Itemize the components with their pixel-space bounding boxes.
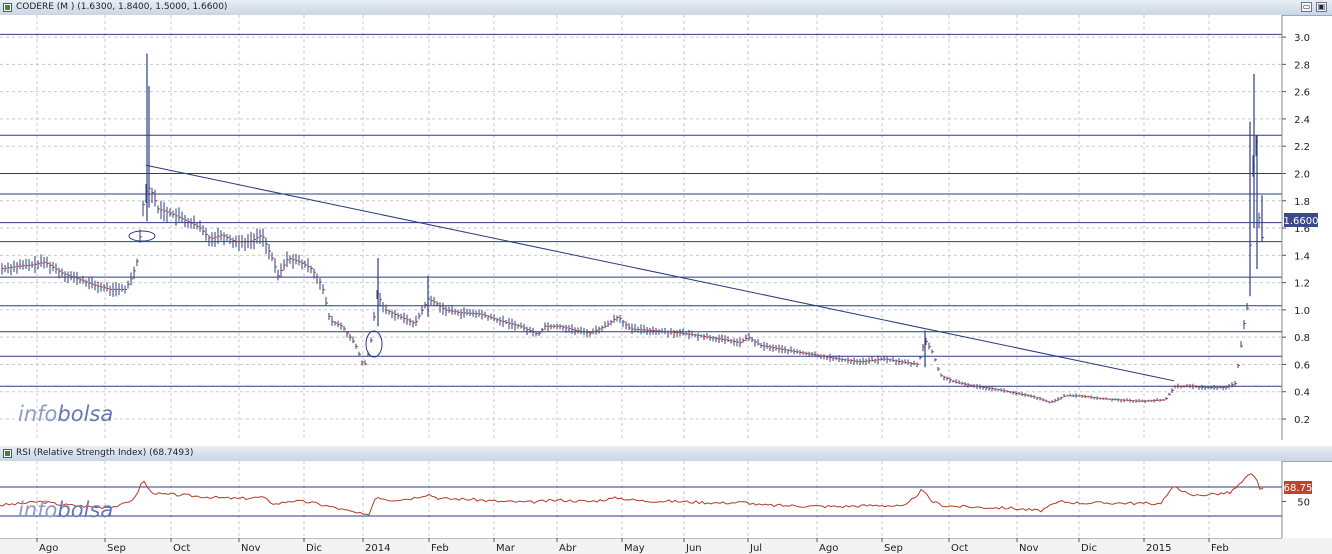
price-ytick-label: 0.4 <box>1294 388 1310 399</box>
x-tick-label: Ago <box>39 543 58 554</box>
price-ytick-label: 0.8 <box>1294 333 1310 344</box>
x-tick-label: Feb <box>1211 543 1229 554</box>
price-ytick-label: 3.0 <box>1294 33 1310 44</box>
x-tick-label: Ago <box>819 543 838 554</box>
price-ytick-label: 1.8 <box>1294 197 1310 208</box>
x-tick-label: Sep <box>107 543 126 554</box>
price-ytick-label: 2.0 <box>1294 169 1310 180</box>
x-tick-label: 2014 <box>365 543 390 554</box>
rsi-panel-title: RSI (Relative Strength Index) (68.7493) <box>16 448 194 458</box>
trend-line <box>145 164 1175 382</box>
restore-button[interactable]: ▭ <box>1301 2 1312 12</box>
x-tick-label: Mar <box>496 543 516 554</box>
watermark: infobolsa <box>18 402 113 426</box>
x-tick-label: Dic <box>306 543 322 554</box>
price-panel-header: CODERE (M ) (1.6300, 1.8400, 1.5000, 1.6… <box>0 0 1332 16</box>
rsi-series-line <box>0 473 1264 516</box>
x-tick-label: Sep <box>884 543 903 554</box>
price-ytick-label: 0.6 <box>1294 360 1310 371</box>
price-ytick-label: 0.2 <box>1294 415 1310 426</box>
price-ytick-label: 1.2 <box>1294 279 1310 290</box>
price-ytick-label: 2.6 <box>1294 88 1310 99</box>
x-tick-label: Jul <box>749 543 762 554</box>
x-tick-label: Feb <box>431 543 449 554</box>
rsi-chart[interactable]: 50 68.75 infobolsa <box>0 461 1332 538</box>
x-tick-label: Jun <box>685 543 702 554</box>
x-tick-label: Abr <box>559 543 577 554</box>
price-ytick-label: 2.8 <box>1294 60 1310 71</box>
last-price-label: 1.6600 <box>1284 216 1319 227</box>
rsi-plot-area <box>0 461 1282 538</box>
x-tick-label: Nov <box>1019 543 1039 554</box>
price-ytick-label: 1.4 <box>1294 251 1310 262</box>
rsi-panel-header: RSI (Relative Strength Index) (68.7493) <box>0 446 1332 462</box>
x-tick-label: Oct <box>173 543 190 554</box>
price-panel-title: CODERE (M ) (1.6300, 1.8400, 1.5000, 1.6… <box>16 2 228 12</box>
time-axis: Ago Sep Oct Nov Dic 2014 Feb Mar Abr May Jun Jul Ago… <box>0 538 1332 554</box>
x-tick-label: Dic <box>1081 543 1097 554</box>
annotation-ellipse <box>365 330 383 358</box>
x-tick-label: Nov <box>241 543 261 554</box>
panel-toggle-icon[interactable] <box>3 3 12 12</box>
chart-annotations <box>128 230 383 358</box>
price-chart[interactable]: 0.2 0.4 0.6 0.8 1.0 1.2 1.4 1.6 1.8 2.0 2.2 2.4 2.6 2… <box>0 15 1332 440</box>
panel-toggle-icon[interactable] <box>3 449 12 458</box>
maximize-button[interactable]: ▣ <box>1316 2 1327 12</box>
rsi-ytick-label: 50 <box>1297 498 1310 509</box>
price-ytick-label: 2.4 <box>1294 115 1310 126</box>
rsi-value-label: 68.75 <box>1284 483 1313 494</box>
price-ytick-label: 1.0 <box>1294 306 1310 317</box>
price-ytick-label: 2.2 <box>1294 142 1310 153</box>
annotation-ellipse <box>128 230 156 242</box>
watermark: infobolsa <box>18 498 113 522</box>
price-ytick-label: 1.6 <box>1294 224 1310 235</box>
rsi-value-badge: 68.75 <box>1284 481 1313 494</box>
price-plot-area <box>0 15 1282 440</box>
x-tick-label: Oct <box>951 543 968 554</box>
x-tick-label: May <box>624 543 645 554</box>
x-tick-label: 2015 <box>1146 543 1171 554</box>
last-price-badge: 1.6600 <box>1284 213 1319 227</box>
